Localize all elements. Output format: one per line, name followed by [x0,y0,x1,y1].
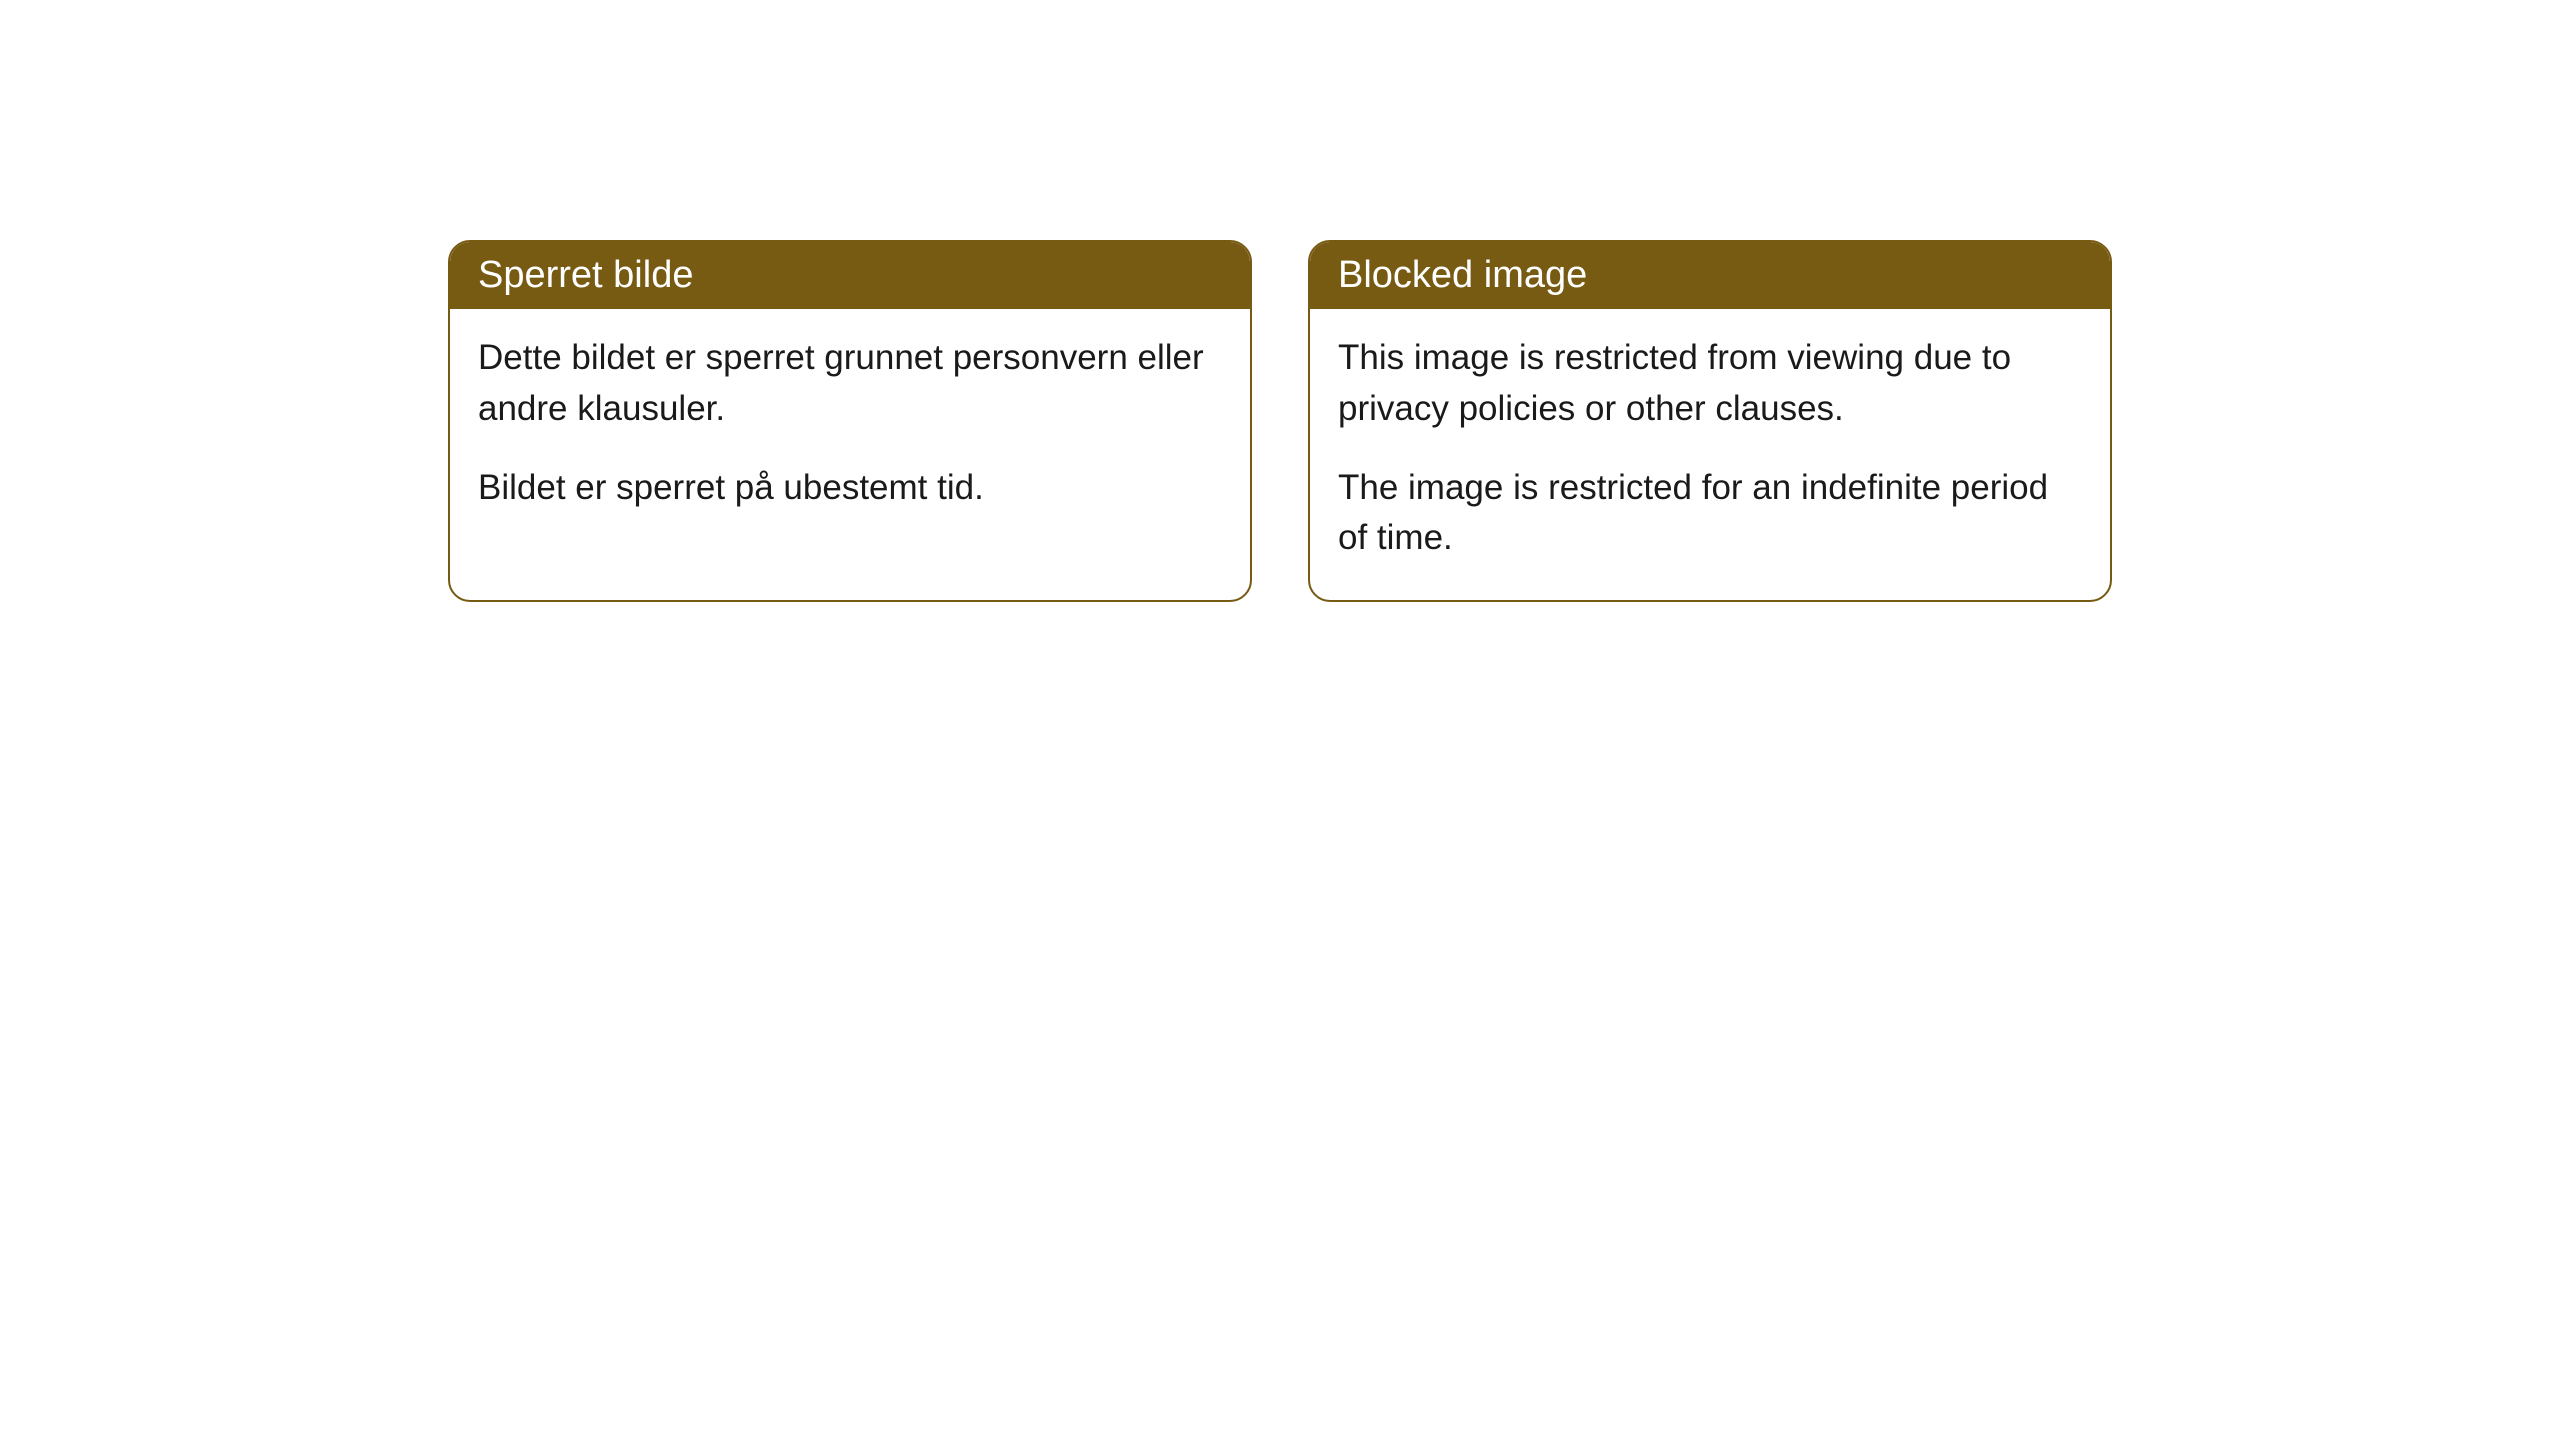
card-english: Blocked image This image is restricted f… [1308,240,2112,602]
card-paragraph2-english: The image is restricted for an indefinit… [1338,463,2082,565]
cards-container: Sperret bilde Dette bildet er sperret gr… [0,0,2560,602]
card-header-norwegian: Sperret bilde [450,242,1250,309]
card-norwegian: Sperret bilde Dette bildet er sperret gr… [448,240,1252,602]
card-paragraph1-norwegian: Dette bildet er sperret grunnet personve… [478,333,1222,435]
card-paragraph2-norwegian: Bildet er sperret på ubestemt tid. [478,463,1222,514]
card-paragraph1-english: This image is restricted from viewing du… [1338,333,2082,435]
card-title-english: Blocked image [1338,254,1587,296]
card-header-english: Blocked image [1310,242,2110,309]
card-body-english: This image is restricted from viewing du… [1310,309,2110,600]
card-title-norwegian: Sperret bilde [478,254,693,296]
card-body-norwegian: Dette bildet er sperret grunnet personve… [450,309,1250,549]
